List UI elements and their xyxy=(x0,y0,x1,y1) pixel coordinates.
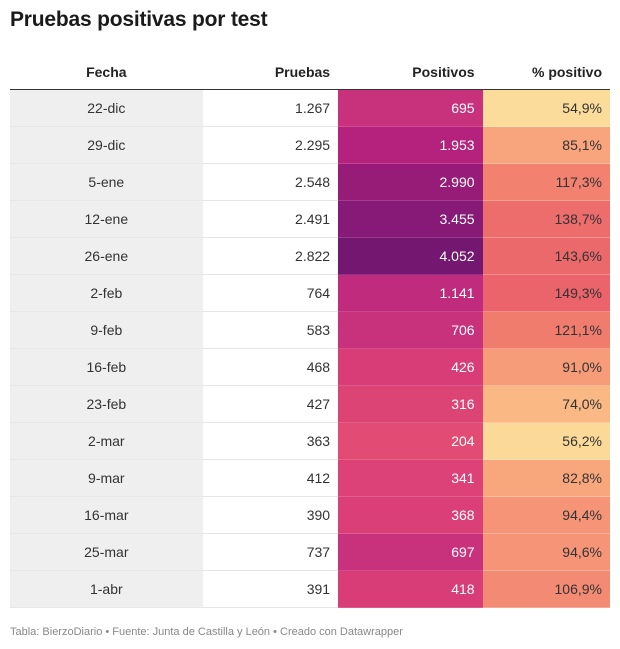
cell-pct-positivo: 149,3% xyxy=(482,274,610,312)
cell-positivos: 426 xyxy=(338,348,483,386)
table-row: 16-mar 390 368 94,4% xyxy=(10,496,610,534)
cell-fecha: 22-dic xyxy=(10,89,203,127)
table-body: 22-dic 1.267 695 54,9% 29-dic 2.295 1.953 85,1%… xyxy=(10,89,610,608)
cell-pruebas: 2.491 xyxy=(202,200,339,238)
cell-pruebas: 583 xyxy=(202,311,339,349)
column-header-pruebas[interactable]: Pruebas xyxy=(202,55,339,90)
cell-positivos: 368 xyxy=(338,496,483,534)
column-header-pct-positivo[interactable]: % positivo xyxy=(482,55,610,90)
cell-positivos: 697 xyxy=(338,533,483,571)
cell-pruebas: 390 xyxy=(202,496,339,534)
cell-positivos: 4.052 xyxy=(338,237,483,275)
cell-fecha: 26-ene xyxy=(10,237,203,275)
cell-fecha: 16-mar xyxy=(10,496,203,534)
cell-pct-positivo: 143,6% xyxy=(482,237,610,275)
cell-pct-positivo: 54,9% xyxy=(482,89,610,127)
cell-positivos: 418 xyxy=(338,570,483,608)
source-footer: Tabla: BierzoDiario • Fuente: Junta de C… xyxy=(10,626,403,638)
cell-fecha: 29-dic xyxy=(10,126,203,164)
cell-fecha: 2-feb xyxy=(10,274,203,312)
cell-pruebas: 2.548 xyxy=(202,163,339,201)
table-row: 5-ene 2.548 2.990 117,3% xyxy=(10,163,610,201)
cell-pct-positivo: 121,1% xyxy=(482,311,610,349)
cell-pruebas: 412 xyxy=(202,459,339,497)
cell-positivos: 3.455 xyxy=(338,200,483,238)
cell-fecha: 25-mar xyxy=(10,533,203,571)
table-row: 2-mar 363 204 56,2% xyxy=(10,422,610,460)
cell-pct-positivo: 56,2% xyxy=(482,422,610,460)
cell-pruebas: 764 xyxy=(202,274,339,312)
cell-pruebas: 737 xyxy=(202,533,339,571)
table-row: 26-ene 2.822 4.052 143,6% xyxy=(10,237,610,275)
table-row: 16-feb 468 426 91,0% xyxy=(10,348,610,386)
cell-pct-positivo: 94,6% xyxy=(482,533,610,571)
table-row: 29-dic 2.295 1.953 85,1% xyxy=(10,126,610,164)
cell-pct-positivo: 94,4% xyxy=(482,496,610,534)
table-row: 25-mar 737 697 94,6% xyxy=(10,533,610,571)
cell-fecha: 1-abr xyxy=(10,570,203,608)
cell-pct-positivo: 74,0% xyxy=(482,385,610,423)
cell-fecha: 2-mar xyxy=(10,422,203,460)
column-header-positivos[interactable]: Positivos xyxy=(338,55,483,90)
table-row: 2-feb 764 1.141 149,3% xyxy=(10,274,610,312)
cell-pct-positivo: 106,9% xyxy=(482,570,610,608)
cell-pruebas: 427 xyxy=(202,385,339,423)
table-row: 1-abr 391 418 106,9% xyxy=(10,570,610,608)
cell-positivos: 204 xyxy=(338,422,483,460)
cell-pct-positivo: 117,3% xyxy=(482,163,610,201)
cell-fecha: 9-mar xyxy=(10,459,203,497)
cell-pruebas: 1.267 xyxy=(202,89,339,127)
header-row: Fecha Pruebas Positivos % positivo xyxy=(10,55,610,90)
cell-fecha: 16-feb xyxy=(10,348,203,386)
cell-pct-positivo: 138,7% xyxy=(482,200,610,238)
table-row: 12-ene 2.491 3.455 138,7% xyxy=(10,200,610,238)
table-row: 9-feb 583 706 121,1% xyxy=(10,311,610,349)
cell-positivos: 706 xyxy=(338,311,483,349)
cell-pct-positivo: 91,0% xyxy=(482,348,610,386)
cell-pruebas: 2.822 xyxy=(202,237,339,275)
cell-positivos: 695 xyxy=(338,89,483,127)
cell-positivos: 2.990 xyxy=(338,163,483,201)
cell-positivos: 316 xyxy=(338,385,483,423)
table-row: 22-dic 1.267 695 54,9% xyxy=(10,89,610,127)
cell-positivos: 341 xyxy=(338,459,483,497)
table-row: 23-feb 427 316 74,0% xyxy=(10,385,610,423)
cell-fecha: 9-feb xyxy=(10,311,203,349)
cell-fecha: 5-ene xyxy=(10,163,203,201)
cell-pruebas: 2.295 xyxy=(202,126,339,164)
data-table: Fecha Pruebas Positivos % positivo 22-di… xyxy=(10,55,610,608)
cell-pruebas: 468 xyxy=(202,348,339,386)
cell-pruebas: 363 xyxy=(202,422,339,460)
cell-fecha: 12-ene xyxy=(10,200,203,238)
cell-pct-positivo: 85,1% xyxy=(482,126,610,164)
cell-pruebas: 391 xyxy=(202,570,339,608)
cell-positivos: 1.141 xyxy=(338,274,483,312)
chart-title: Pruebas positivas por test xyxy=(10,8,268,31)
table-row: 9-mar 412 341 82,8% xyxy=(10,459,610,497)
cell-pct-positivo: 82,8% xyxy=(482,459,610,497)
column-header-fecha[interactable]: Fecha xyxy=(10,55,203,90)
cell-positivos: 1.953 xyxy=(338,126,483,164)
cell-fecha: 23-feb xyxy=(10,385,203,423)
